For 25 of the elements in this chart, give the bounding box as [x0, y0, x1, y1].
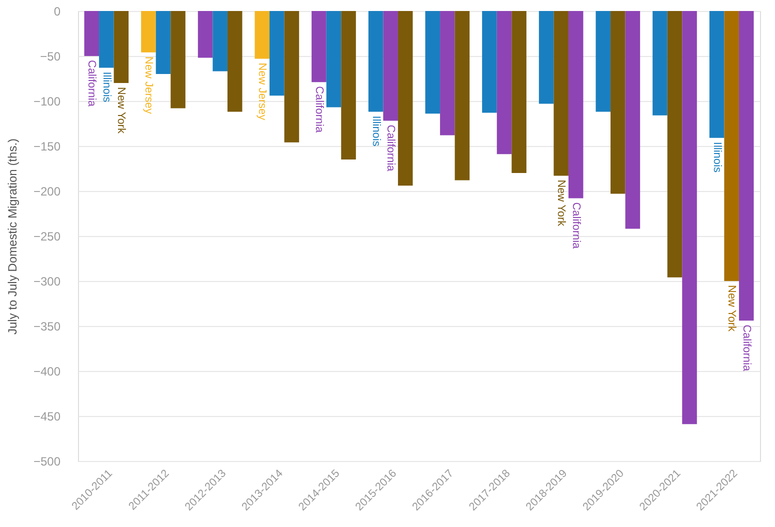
y-tick-label: −450 [33, 410, 61, 424]
annotation: Illinois [710, 142, 723, 173]
y-tick-label: −400 [33, 364, 61, 378]
annotation: California [570, 202, 582, 250]
y-tick-label: 0 [54, 4, 61, 18]
y-tick-label: −300 [33, 274, 61, 288]
annotation: New York [555, 180, 568, 227]
y-tick-label: −150 [33, 140, 61, 154]
y-tick-label: −100 [33, 94, 61, 108]
annotation: California [312, 86, 325, 134]
y-tick-label: −350 [33, 320, 61, 334]
y-tick-label: −200 [33, 184, 61, 198]
annotation: New York [726, 285, 738, 332]
y-tick-label: −50 [40, 50, 61, 64]
y-tick-label: −500 [33, 454, 61, 468]
annotation: California [740, 324, 752, 372]
annotation: California [384, 124, 397, 172]
annotation: New Jersey [256, 62, 268, 121]
y-tick-label: −250 [33, 230, 61, 244]
annotation: Illinois [370, 116, 382, 147]
annotation: Illinois [100, 72, 112, 103]
annotation: New Jersey [142, 56, 154, 114]
annotation: New York [115, 87, 128, 134]
annotation: California [86, 60, 98, 108]
y-axis-title: July to July Domestic Migration (ths.) [5, 138, 20, 335]
